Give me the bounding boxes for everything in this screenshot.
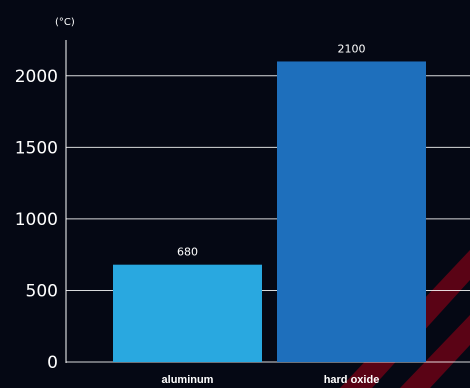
category-label-hard-oxide: hard oxide: [324, 374, 380, 386]
labels: 0 500 1000 1500 2000 680 aluminum 2100 hard oxid…: [15, 42, 380, 386]
y-tick-label-2000: 2000: [15, 67, 58, 87]
y-tick-label-1500: 1500: [15, 138, 58, 158]
bar-aluminum: [113, 264, 262, 362]
bars: [113, 61, 426, 362]
y-axis-unit-label: (°C): [55, 17, 75, 28]
y-tick-label-500: 500: [26, 281, 58, 301]
data-label-aluminum: 680: [177, 246, 198, 259]
data-label-hard-oxide: 2100: [338, 42, 366, 55]
y-tick-label-1000: 1000: [15, 210, 58, 230]
category-label-aluminum: aluminum: [162, 374, 214, 386]
bar-hard-oxide: [277, 61, 426, 362]
y-tick-label-0: 0: [47, 353, 58, 373]
